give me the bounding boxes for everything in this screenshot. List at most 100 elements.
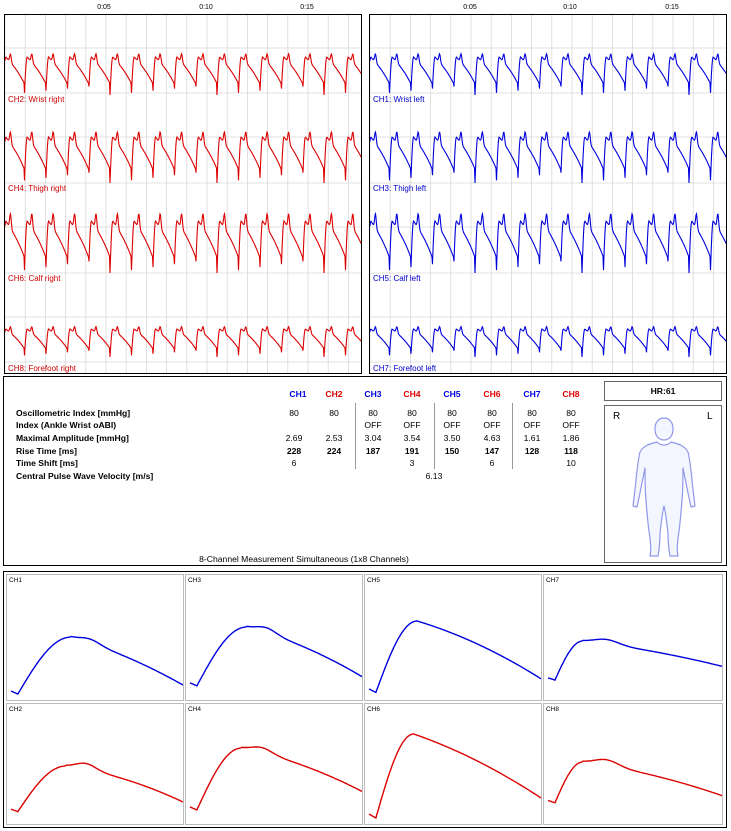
channel-label: CH6: Calf right — [8, 274, 61, 283]
table-cell: 4.63 — [483, 433, 501, 443]
channel-label: CH2: Wrist right — [8, 95, 65, 104]
averaged-pulse-trace — [189, 625, 362, 687]
waveform-trace — [5, 325, 361, 358]
averaged-pulse-trace — [10, 762, 183, 813]
right-side-label: R — [613, 411, 621, 422]
column-header: CH6 — [483, 389, 501, 399]
table-cell: OFF — [562, 420, 580, 430]
mini-plot-ch1: CH1 — [6, 574, 184, 701]
pulse-curve — [10, 762, 183, 813]
row-label: Rise Time [ms] — [16, 446, 77, 456]
table-cell: 80 — [527, 408, 537, 418]
table-cell: 228 — [286, 446, 302, 456]
mini-plot-ch2: CH2 — [6, 703, 184, 825]
mini-plot-label: CH2 — [9, 706, 23, 713]
waveform-trace — [370, 52, 726, 96]
pulse-curve — [189, 625, 362, 687]
row-label: Maximal Amplitude [mmHg] — [16, 433, 129, 443]
averaged-pulse-trace — [10, 635, 183, 695]
table-cell: OFF — [364, 420, 382, 430]
mini-plot-label: CH8 — [546, 706, 560, 713]
mini-plot-label: CH3 — [188, 577, 202, 584]
table-cell: 1.86 — [562, 433, 580, 443]
time-tick: 0:15 — [665, 4, 679, 11]
table-cell: 150 — [444, 446, 460, 456]
channel-label: CH4: Thigh right — [8, 184, 67, 193]
table-cell: 224 — [326, 446, 342, 456]
mini-plot-ch4: CH4 — [185, 703, 363, 825]
results-panel: CH1 CH2 CH3 CH4 CH5 CH6 CH7 CH8 Oscillom… — [3, 376, 727, 566]
mini-plot-ch7: CH7 — [543, 574, 723, 701]
averaged-pulse-trace — [547, 638, 722, 681]
averaged-pulse-trace — [368, 733, 541, 820]
waveform-trace — [5, 52, 361, 96]
averaged-pulse-trace — [547, 758, 722, 804]
table-cell: 80 — [329, 408, 339, 418]
pulse-curve — [547, 638, 722, 681]
table-cell: 6.13 — [425, 471, 443, 481]
mini-plot-label: CH7 — [546, 577, 560, 584]
waveform-panel-left-side: CH1: Wrist left CH3: Thigh left CH5: Cal… — [369, 14, 727, 374]
averaged-pulse-panel: CH1 CH3 CH5 CH7 CH2 CH4 CH6 CH8 — [3, 571, 727, 828]
mini-plot-ch3: CH3 — [185, 574, 363, 701]
table-cell: 80 — [368, 408, 378, 418]
column-header: CH3 — [364, 389, 382, 399]
column-header: CH1 — [289, 389, 307, 399]
table-cell: 80 — [289, 408, 299, 418]
row-label: Index (Ankle Wrist oABI) — [16, 420, 117, 430]
column-header: CH7 — [523, 389, 541, 399]
mini-plot-label: CH1 — [9, 577, 23, 584]
column-header: CH5 — [443, 389, 461, 399]
row-label: Central Pulse Wave Velocity [m/s] — [16, 471, 154, 481]
pulse-curve — [189, 746, 362, 811]
table-cell: 3.50 — [443, 433, 461, 443]
table-cell: 147 — [484, 446, 500, 456]
mini-plot-label: CH4 — [188, 706, 202, 713]
mini-plot-label: CH5 — [367, 577, 381, 584]
table-cell: 3.04 — [364, 433, 382, 443]
waveform-plot — [370, 15, 726, 373]
table-cell: 118 — [564, 446, 578, 456]
table-cell: 3 — [409, 458, 415, 468]
table-cell: OFF — [523, 420, 541, 430]
table-cell: 80 — [566, 408, 576, 418]
table-cell: 2.53 — [325, 433, 343, 443]
waveform-panel-right-side: CH2: Wrist right CH4: Thigh right CH6: C… — [4, 14, 362, 374]
heart-rate: HR:61 — [604, 381, 722, 401]
mini-plot-ch6: CH6 — [364, 703, 542, 825]
column-divider — [355, 403, 356, 469]
table-cell: OFF — [443, 420, 461, 430]
waveform-trace — [5, 130, 361, 184]
channel-label: CH5: Calf left — [373, 274, 421, 283]
time-tick: 0:10 — [563, 4, 577, 11]
table-cell: 6 — [489, 458, 495, 468]
time-tick: 0:05 — [97, 4, 111, 11]
table-cell: 10 — [566, 458, 576, 468]
pulse-curve — [368, 620, 541, 694]
averaged-pulse-trace — [368, 620, 541, 694]
mini-plot-ch5: CH5 — [364, 574, 542, 701]
waveform-trace — [370, 325, 726, 358]
channel-label: CH3: Thigh left — [373, 184, 427, 193]
averaged-pulse-trace — [189, 746, 362, 811]
waveform-trace — [5, 211, 361, 274]
column-header: CH4 — [403, 389, 421, 399]
table-cell: 2.69 — [285, 433, 303, 443]
time-tick: 0:15 — [300, 4, 314, 11]
time-tick: 0:10 — [199, 4, 213, 11]
pulse-curve — [547, 758, 722, 804]
channel-label: CH8: Forefoot right — [8, 364, 77, 373]
waveform-plot — [5, 15, 361, 373]
table-cell: 80 — [447, 408, 457, 418]
waveform-trace — [370, 211, 726, 274]
body-diagram: R L — [604, 405, 722, 563]
table-cell: 191 — [404, 446, 420, 456]
row-label: Time Shift [ms] — [16, 458, 78, 468]
left-side-label: L — [707, 411, 713, 422]
measurement-caption: 8-Channel Measurement Simultaneous (1x8 … — [199, 554, 409, 564]
table-cell: 187 — [365, 446, 381, 456]
body-silhouette-icon — [632, 417, 696, 557]
channel-label: CH7: Forefoot left — [373, 364, 437, 373]
row-label: Oscillometric Index [mmHg] — [16, 408, 131, 418]
column-header: CH2 — [325, 389, 343, 399]
